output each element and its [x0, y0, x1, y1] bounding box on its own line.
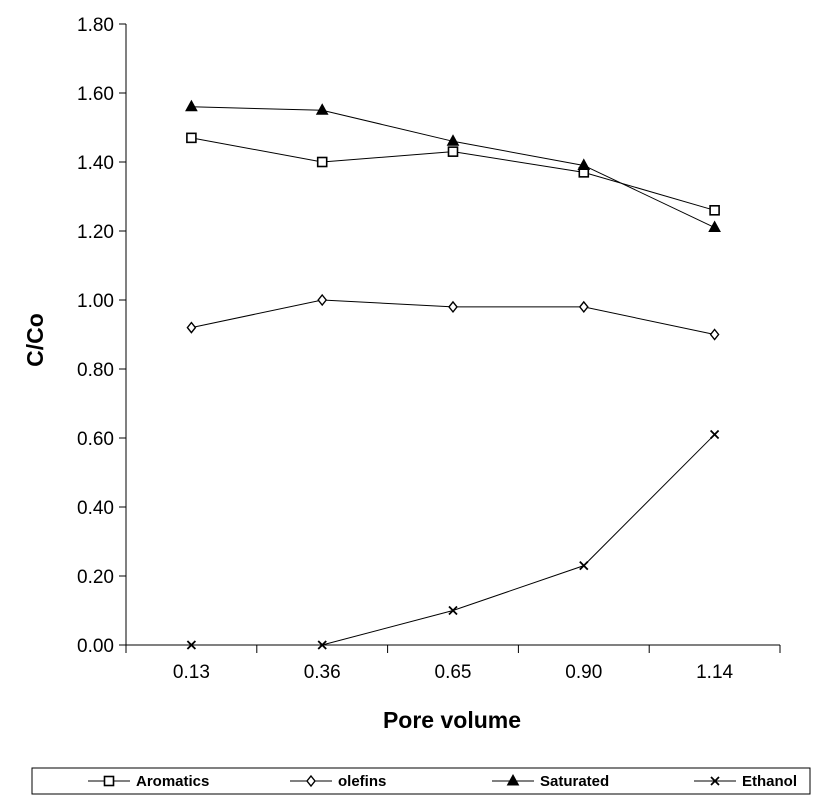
data-point-aromatics [709, 205, 720, 216]
series-line-saturated [191, 106, 715, 229]
legend-label: olefins [338, 773, 386, 790]
series-aromatics [186, 132, 720, 216]
data-point-saturated [315, 103, 329, 115]
x-tick-label: 1.14 [696, 662, 733, 683]
legend-marker-ethanol [710, 776, 720, 786]
x-tick-label: 0.36 [304, 662, 341, 683]
data-point-saturated [446, 134, 460, 146]
data-point-saturated [577, 158, 591, 170]
data-point-ethanol [448, 605, 458, 616]
legend-box [31, 767, 811, 795]
x-tick-label: 0.13 [173, 662, 210, 683]
data-point-olefins [448, 300, 458, 314]
y-tick-label: 0.60 [77, 429, 114, 450]
legend-item-ethanol: Ethanol [694, 773, 797, 790]
x-tick-label: 0.90 [565, 662, 602, 683]
y-tick-label: 1.00 [77, 291, 114, 312]
legend: Aromatics olefins Saturated Ethanol [31, 767, 811, 795]
y-tick-label: 1.80 [77, 15, 114, 36]
y-axis-title: C/Co [22, 313, 48, 367]
x-axis-title: Pore volume [383, 707, 521, 733]
legend-item-olefins: olefins [290, 773, 386, 790]
data-point-ethanol [186, 640, 197, 650]
data-point-ethanol [579, 561, 589, 571]
legend-label: Aromatics [136, 773, 209, 790]
data-point-ethanol [317, 640, 327, 650]
y-axis: 0.00 0.20 0.40 0.60 0.80 1.00 1.20 1.40 1.60 1.80 [77, 15, 127, 657]
data-point-saturated [708, 220, 721, 233]
series-saturated [185, 99, 721, 233]
data-point-ethanol [709, 429, 720, 440]
y-tick-label: 0.00 [77, 636, 114, 657]
data-point-saturated [185, 99, 198, 112]
legend-marker-aromatics [103, 775, 115, 787]
y-tick-label: 0.20 [77, 567, 114, 588]
y-tick-label: 1.20 [77, 222, 114, 243]
y-tick-label: 1.40 [77, 153, 114, 174]
series-ethanol [186, 429, 720, 650]
y-tick-label: 1.60 [77, 84, 114, 105]
series-layer [185, 99, 721, 650]
data-point-olefins [709, 328, 720, 341]
x-axis: 0.13 0.36 0.65 0.90 1.14 [125, 644, 781, 683]
series-olefins [186, 293, 720, 341]
legend-marker-saturated [506, 773, 520, 786]
data-point-aromatics [447, 146, 459, 157]
data-point-aromatics [316, 156, 328, 168]
data-point-aromatics [186, 132, 197, 144]
data-point-olefins [317, 293, 328, 307]
legend-label: Ethanol [742, 773, 797, 790]
legend-label: Saturated [540, 773, 609, 790]
y-tick-label: 0.80 [77, 360, 114, 381]
legend-marker-olefins [306, 774, 316, 788]
legend-item-saturated: Saturated [492, 773, 609, 790]
data-point-olefins [186, 321, 197, 334]
data-point-olefins [578, 300, 589, 314]
y-tick-label: 0.40 [77, 498, 114, 519]
legend-item-aromatics: Aromatics [88, 773, 209, 790]
series-line-ethanol [191, 434, 715, 646]
x-tick-label: 0.65 [435, 662, 472, 683]
